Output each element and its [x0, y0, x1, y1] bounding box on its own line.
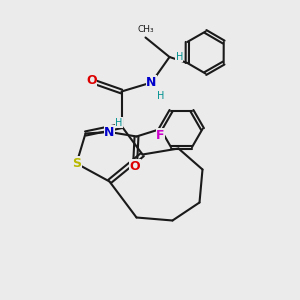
Text: H: H — [176, 52, 183, 62]
Text: F: F — [156, 129, 165, 142]
Text: N: N — [146, 76, 157, 89]
Text: CH₃: CH₃ — [137, 26, 154, 34]
Text: S: S — [72, 157, 81, 170]
Text: H: H — [157, 91, 164, 101]
Text: H: H — [116, 118, 123, 128]
Text: O: O — [130, 160, 140, 173]
Text: N: N — [104, 125, 115, 139]
Text: O: O — [86, 74, 97, 88]
